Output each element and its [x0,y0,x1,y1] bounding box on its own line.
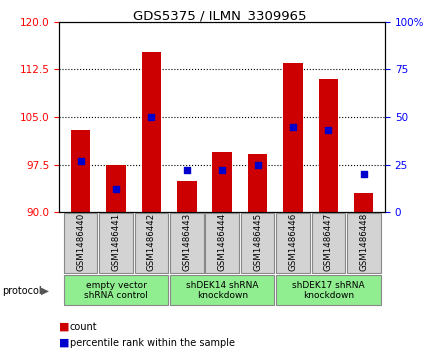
Text: ■: ■ [59,322,70,332]
Text: GDS5375 / ILMN_3309965: GDS5375 / ILMN_3309965 [133,9,307,22]
Point [254,162,261,168]
Bar [283,63,303,212]
Point [290,124,297,130]
Point [183,168,191,174]
Point [113,187,120,192]
Text: protocol: protocol [2,286,42,296]
Point [77,158,84,164]
FancyBboxPatch shape [241,213,275,273]
Text: ▶: ▶ [41,286,49,296]
Point [325,127,332,133]
FancyBboxPatch shape [347,213,381,273]
Text: GSM1486445: GSM1486445 [253,213,262,271]
Text: shDEK17 shRNA
knockdown: shDEK17 shRNA knockdown [292,281,365,300]
Bar [213,152,232,212]
Text: GSM1486443: GSM1486443 [182,213,191,271]
FancyBboxPatch shape [170,276,275,305]
FancyBboxPatch shape [276,213,310,273]
Text: GSM1486444: GSM1486444 [218,213,227,271]
Bar [248,154,268,212]
Bar [319,79,338,212]
Text: GSM1486446: GSM1486446 [289,213,297,271]
Text: empty vector
shRNA control: empty vector shRNA control [84,281,148,300]
FancyBboxPatch shape [64,213,97,273]
Point [148,114,155,120]
Bar [142,52,161,212]
Bar [177,181,197,212]
FancyBboxPatch shape [276,276,381,305]
Text: GSM1486440: GSM1486440 [76,213,85,271]
FancyBboxPatch shape [135,213,168,273]
Point [219,168,226,174]
Text: GSM1486448: GSM1486448 [359,213,368,271]
Text: percentile rank within the sample: percentile rank within the sample [70,338,235,348]
FancyBboxPatch shape [312,213,345,273]
FancyBboxPatch shape [170,213,204,273]
Text: shDEK14 shRNA
knockdown: shDEK14 shRNA knockdown [186,281,258,300]
Point [360,171,367,177]
Bar [354,193,374,212]
Text: GSM1486441: GSM1486441 [111,213,121,271]
Text: GSM1486442: GSM1486442 [147,213,156,271]
Bar [106,165,126,212]
Text: count: count [70,322,97,332]
Text: ■: ■ [59,338,70,348]
FancyBboxPatch shape [64,276,168,305]
Text: GSM1486447: GSM1486447 [324,213,333,271]
Bar [71,130,90,212]
FancyBboxPatch shape [99,213,133,273]
FancyBboxPatch shape [205,213,239,273]
